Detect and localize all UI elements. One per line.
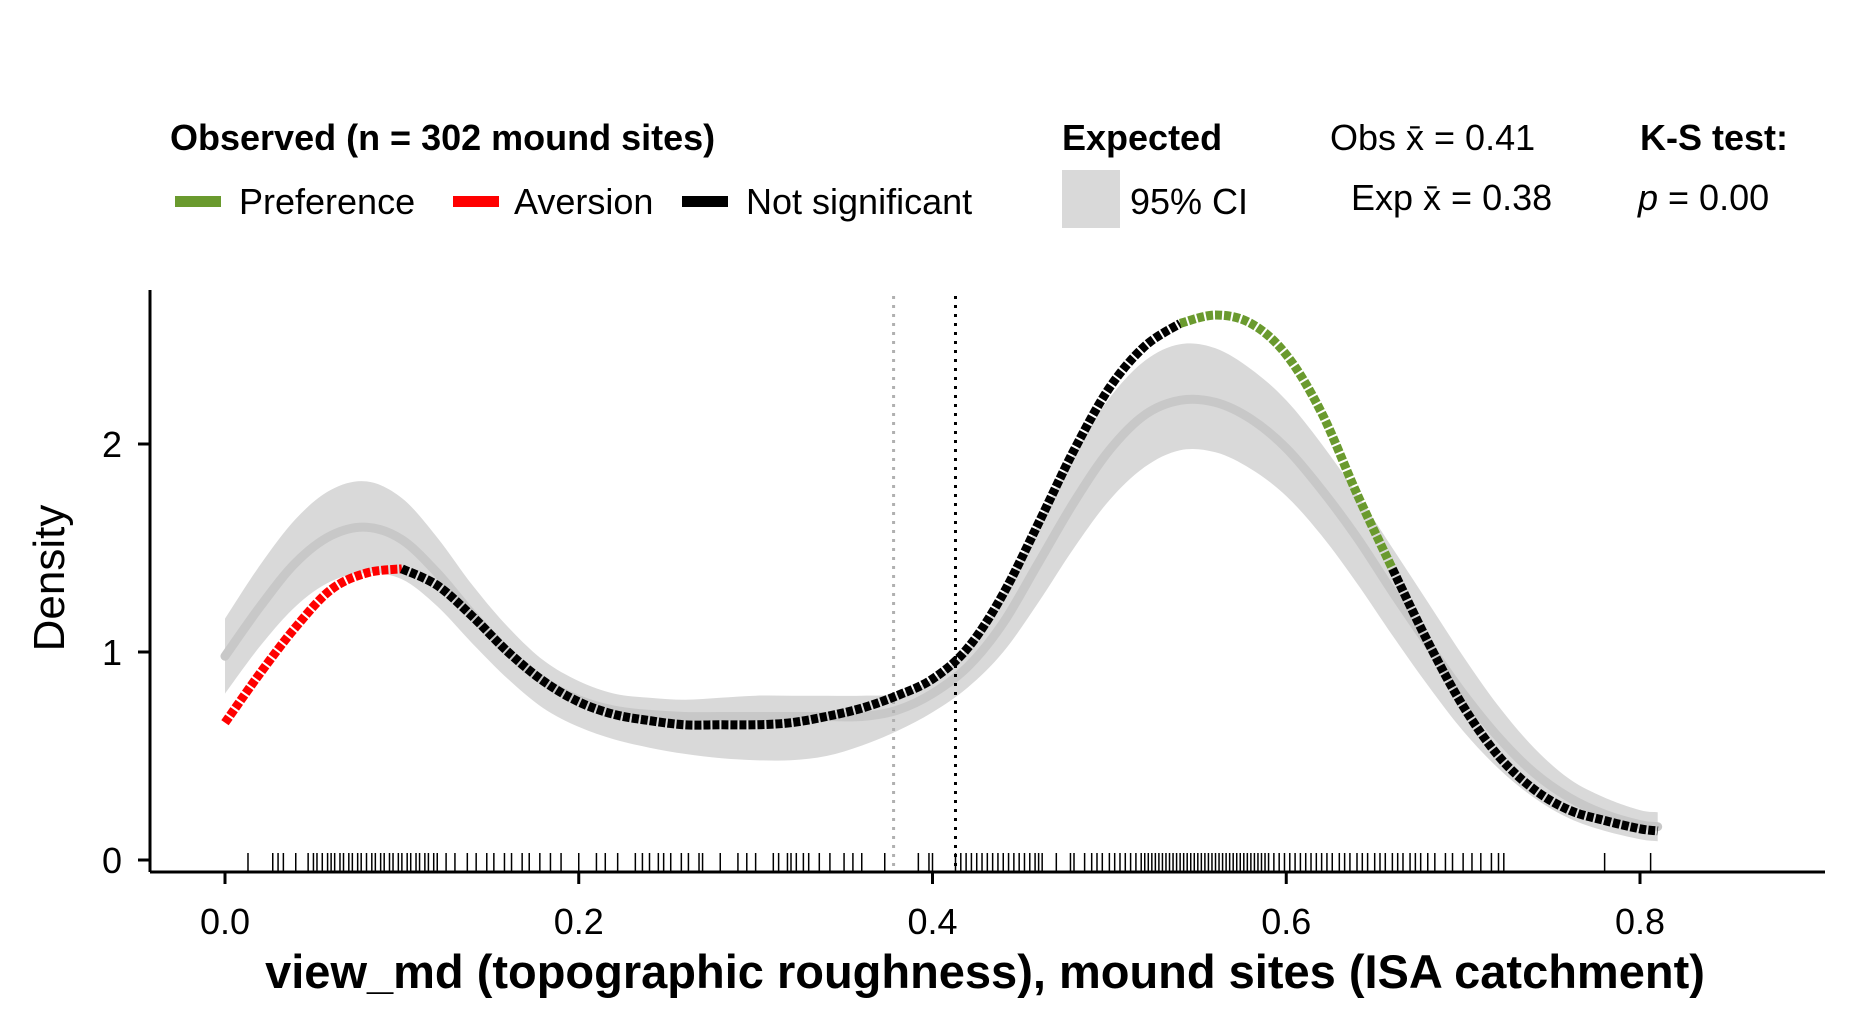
expected-mean-line (220, 394, 1663, 832)
observed-segment-not-significant (399, 319, 1183, 730)
legend-not-significant-swatch (682, 196, 728, 207)
x-tick-label: 0.4 (907, 901, 957, 942)
y-axis-title: Density (25, 505, 74, 652)
legend: Observed (n = 302 mound sites) Preferenc… (170, 117, 1788, 228)
ks-p-symbol: p (1637, 177, 1658, 218)
observed-segment-preference (1178, 310, 1397, 571)
exp-mean-label: Exp x̄ = 0.38 (1351, 177, 1552, 218)
legend-aversion-swatch (453, 196, 499, 207)
legend-ci-swatch (1062, 170, 1120, 228)
obs-mean-label: Obs x̄ = 0.41 (1330, 117, 1535, 158)
legend-observed-title: Observed (n = 302 mound sites) (170, 117, 715, 158)
observed-segment-not-significant (1388, 566, 1659, 836)
legend-preference-swatch (175, 196, 221, 207)
ks-test-p-value: p = 0.00 (1637, 177, 1769, 218)
ks-test-title: K-S test: (1640, 117, 1788, 158)
x-tick-label: 0.2 (554, 901, 604, 942)
rug-marks (247, 853, 1652, 871)
x-tick-label: 0.6 (1261, 901, 1311, 942)
legend-aversion-label: Aversion (514, 181, 653, 222)
x-tick-label: 0.0 (200, 901, 250, 942)
legend-expected-title: Expected (1062, 117, 1222, 158)
observed-density-line (221, 310, 1659, 836)
x-tick-label: 0.8 (1615, 901, 1665, 942)
y-tick-label: 2 (102, 424, 122, 465)
legend-preference-label: Preference (239, 181, 415, 222)
legend-not-significant-label: Not significant (746, 181, 972, 222)
x-axis-title: view_md (topographic roughness), mound s… (265, 945, 1705, 998)
y-tick-label: 0 (102, 840, 122, 881)
legend-ci-label: 95% CI (1130, 181, 1248, 222)
plot-area: 0.0 0.2 0.4 0.6 0.8 0 1 2 (102, 290, 1825, 942)
ks-p-value: = 0.00 (1658, 177, 1769, 218)
observed-segment-aversion (221, 564, 403, 726)
y-tick-label: 1 (102, 632, 122, 673)
x-ticks: 0.0 0.2 0.4 0.6 0.8 (200, 872, 1665, 942)
y-ticks: 0 1 2 (102, 424, 150, 881)
